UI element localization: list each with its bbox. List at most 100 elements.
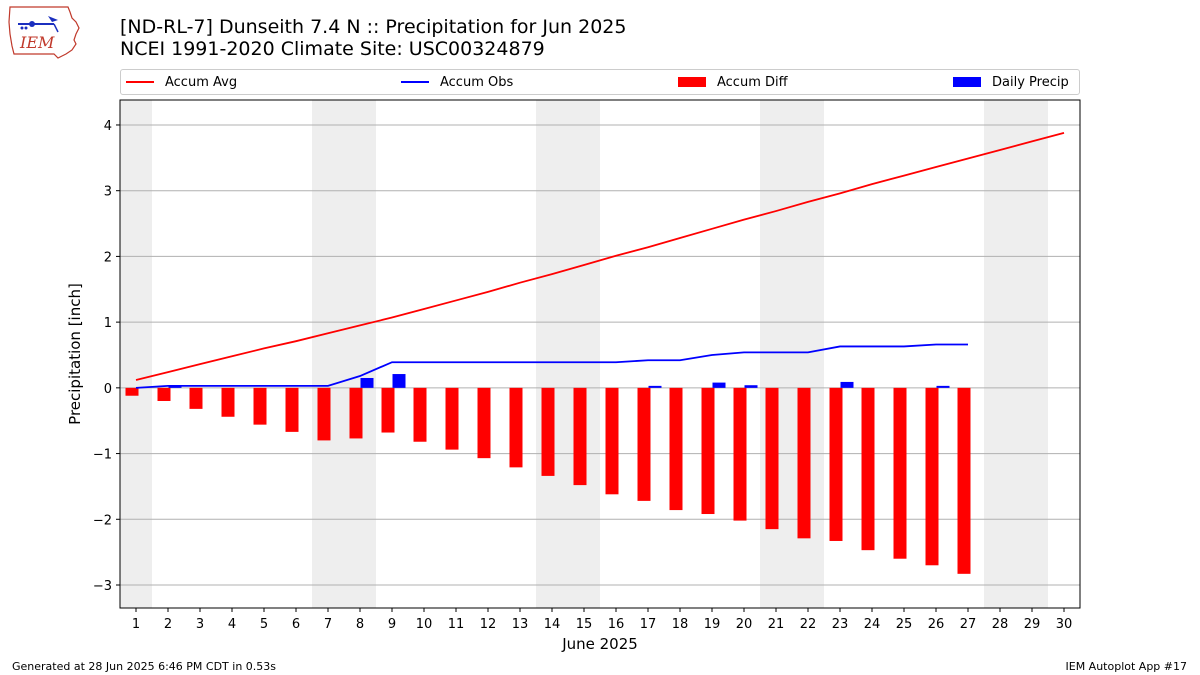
- chart-legend: Accum Avg Accum Obs Accum Diff Daily Pre…: [120, 69, 1080, 95]
- legend-label-daily-precip: Daily Precip: [992, 74, 1069, 90]
- x-tick-label-2: 2: [164, 617, 172, 632]
- chart-subtitle: NCEI 1991-2020 Climate Site: USC00324879: [120, 38, 545, 60]
- weekend-band-28: [984, 100, 1016, 608]
- y-tick-label-7: 4: [104, 119, 112, 134]
- x-tick-label-19: 19: [704, 617, 721, 632]
- accum-diff-bar-22: [797, 387, 811, 539]
- daily-precip-bar-2: [168, 385, 182, 388]
- x-tick-label-15: 15: [576, 617, 593, 632]
- x-tick-label-16: 16: [608, 617, 625, 632]
- weekend-band-1: [120, 100, 152, 608]
- x-tick-label-28: 28: [992, 617, 1009, 632]
- accum-diff-bar-21: [765, 387, 779, 530]
- accum-diff-bar-4: [221, 387, 235, 417]
- legend-item-daily-precip: Daily Precip: [953, 70, 1069, 94]
- accum-diff-bar-16: [605, 387, 619, 495]
- x-axis-label: June 2025: [561, 635, 638, 653]
- accum-diff-bar-2: [157, 387, 171, 401]
- accum-diff-bar-1: [125, 387, 139, 396]
- accum-diff-bar-13: [509, 387, 523, 468]
- accum-diff-bar-14: [541, 387, 555, 476]
- legend-label-accum-diff: Accum Diff: [717, 74, 788, 90]
- weekend-band-15: [568, 100, 600, 608]
- x-tick-label-22: 22: [800, 617, 817, 632]
- generated-footer: Generated at 28 Jun 2025 6:46 PM CDT in …: [12, 660, 277, 673]
- logo-text: IEM: [19, 33, 55, 52]
- app-footer: IEM Autoplot App #17: [1065, 660, 1188, 673]
- legend-swatch-accum-avg: [126, 81, 154, 83]
- weekend-band-14: [536, 100, 568, 608]
- x-tick-label-25: 25: [896, 617, 913, 632]
- x-tick-label-12: 12: [480, 617, 497, 632]
- daily-precip-bar-9: [392, 374, 406, 388]
- x-tick-label-3: 3: [196, 617, 204, 632]
- accum-diff-bar-24: [861, 387, 875, 551]
- legend-label-accum-avg: Accum Avg: [165, 74, 238, 90]
- accum-diff-bar-18: [669, 387, 683, 511]
- x-tick-label-21: 21: [768, 617, 785, 632]
- accum-diff-bar-17: [637, 387, 651, 501]
- x-tick-label-9: 9: [388, 617, 396, 632]
- accum-diff-bar-9: [381, 387, 395, 433]
- weekend-band-29: [1016, 100, 1048, 608]
- x-tick-label-7: 7: [324, 617, 332, 632]
- x-tick-label-1: 1: [132, 617, 140, 632]
- weekend-band-21: [760, 100, 792, 608]
- legend-item-accum-obs: Accum Obs: [401, 70, 513, 94]
- accum-diff-bar-12: [477, 387, 491, 459]
- x-tick-label-20: 20: [736, 617, 753, 632]
- accum-diff-bar-6: [285, 387, 299, 432]
- y-tick-label-3: 0: [104, 382, 112, 397]
- accum-diff-bar-11: [445, 387, 459, 450]
- iem-logo: IEM: [6, 4, 82, 60]
- x-tick-label-27: 27: [960, 617, 977, 632]
- y-tick-label-6: 3: [104, 185, 112, 200]
- x-tick-label-6: 6: [292, 617, 300, 632]
- y-tick-label-1: −2: [93, 513, 112, 528]
- accum-diff-bar-8: [349, 387, 363, 439]
- x-tick-label-24: 24: [864, 617, 881, 632]
- accum-diff-bar-15: [573, 387, 587, 486]
- y-tick-label-5: 2: [104, 250, 112, 265]
- x-tick-label-18: 18: [672, 617, 689, 632]
- daily-precip-bar-20: [744, 385, 758, 388]
- legend-label-accum-obs: Accum Obs: [440, 74, 514, 90]
- daily-precip-bar-23: [840, 381, 854, 388]
- x-tick-label-23: 23: [832, 617, 849, 632]
- plot-frame: [119, 99, 1081, 609]
- legend-swatch-daily-precip: [953, 77, 981, 87]
- x-tick-label-14: 14: [544, 617, 561, 632]
- weekend-band-8: [344, 100, 376, 608]
- accum-avg-line: [135, 131, 1065, 381]
- accum-diff-bar-20: [733, 387, 747, 521]
- accum-diff-bar-27: [957, 387, 971, 574]
- daily-precip-bar-19: [712, 382, 726, 388]
- accum-diff-bar-25: [893, 387, 907, 559]
- accum-diff-bar-26: [925, 387, 939, 566]
- y-axis-label: Precipitation [inch]: [66, 283, 84, 425]
- legend-swatch-accum-obs: [401, 81, 429, 83]
- daily-precip-bar-8: [360, 377, 374, 388]
- x-tick-label-17: 17: [640, 617, 657, 632]
- daily-precip-bar-26: [936, 385, 950, 388]
- accum-diff-bar-7: [317, 387, 331, 441]
- accum-obs-line: [135, 343, 968, 389]
- y-tick-label-2: −1: [93, 448, 112, 463]
- accum-diff-bar-19: [701, 387, 715, 515]
- x-tick-label-8: 8: [356, 617, 364, 632]
- x-tick-label-10: 10: [416, 617, 433, 632]
- legend-swatch-accum-diff: [678, 77, 706, 87]
- legend-item-accum-diff: Accum Diff: [678, 70, 788, 94]
- x-tick-label-4: 4: [228, 617, 236, 632]
- x-tick-label-5: 5: [260, 617, 268, 632]
- legend-item-accum-avg: Accum Avg: [126, 70, 237, 94]
- x-tick-label-13: 13: [512, 617, 529, 632]
- chart-title: [ND-RL-7] Dunseith 7.4 N :: Precipitatio…: [120, 16, 627, 38]
- weekend-band-7: [312, 100, 344, 608]
- accum-diff-bar-3: [189, 387, 203, 409]
- daily-precip-bar-17: [648, 385, 662, 388]
- x-tick-label-11: 11: [448, 617, 465, 632]
- x-tick-label-29: 29: [1024, 617, 1041, 632]
- x-tick-label-30: 30: [1056, 617, 1073, 632]
